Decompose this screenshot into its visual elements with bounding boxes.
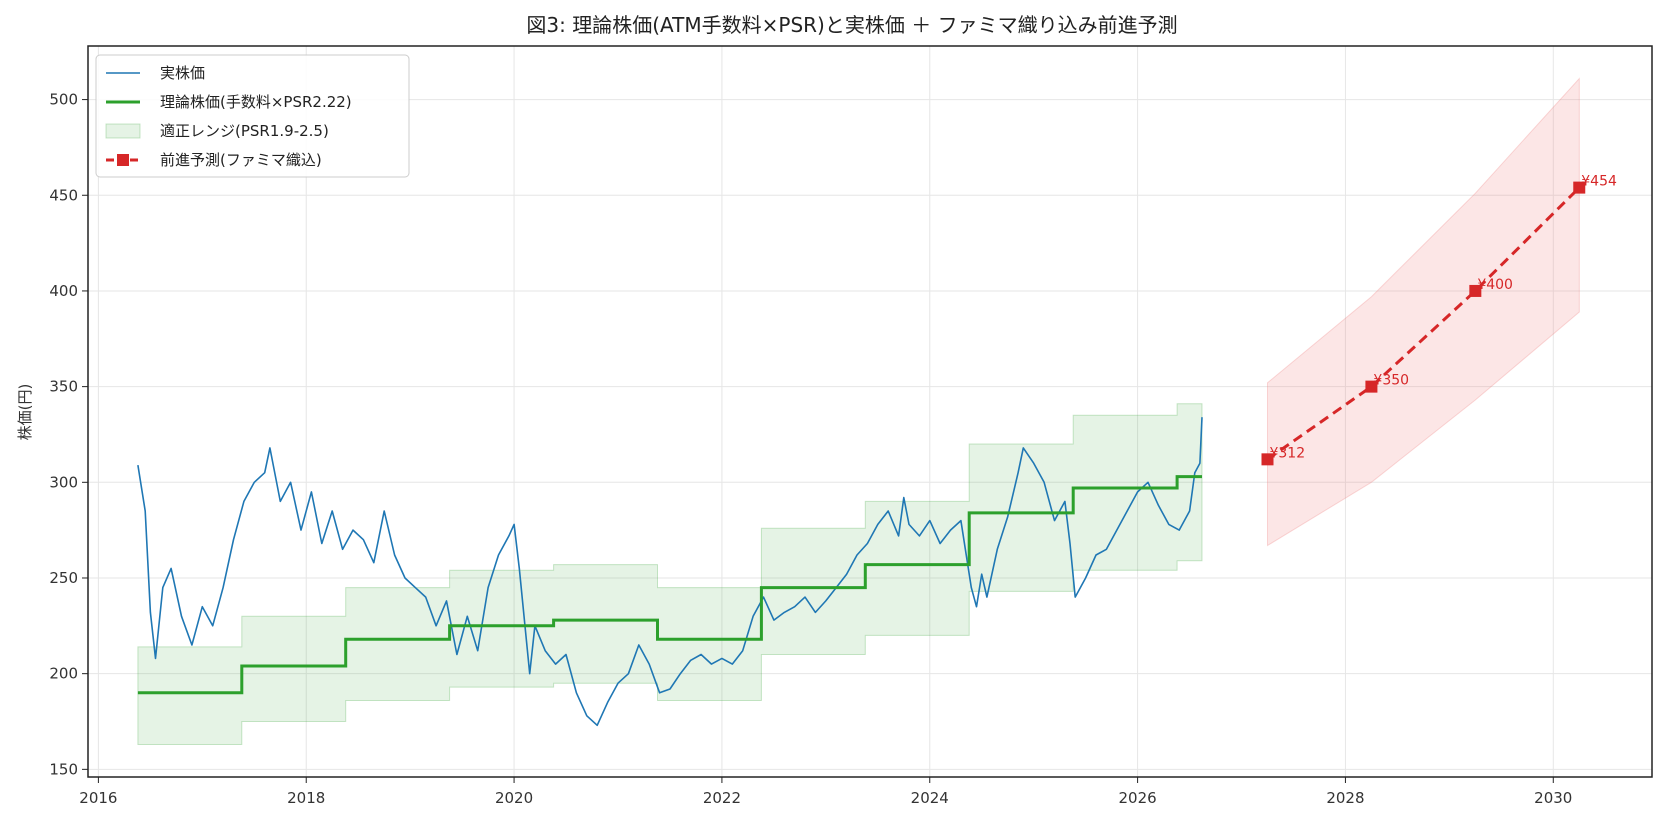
x-tick-label: 2016 <box>79 789 117 807</box>
legend-entry-label: 前進予測(ファミマ織込) <box>160 151 322 169</box>
forecast-point <box>1365 380 1378 393</box>
y-tick-label: 400 <box>49 282 78 300</box>
forecast-point-label: ¥312 <box>1269 445 1305 461</box>
y-tick-label: 200 <box>49 665 78 683</box>
theory-price-line <box>137 475 1202 695</box>
forecast-band <box>1267 77 1580 547</box>
y-tick-label: 450 <box>49 186 78 204</box>
fair-range-band <box>137 403 1203 745</box>
chart-title: 図3: 理論株価(ATM手数料×PSR)と実株価 ＋ ファミマ織り込み前進予測 <box>526 13 1177 37</box>
x-tick-label: 2030 <box>1534 789 1572 807</box>
plot-area: ¥312 ¥350 ¥400 ¥454 <box>137 77 1617 745</box>
legend-forecast-marker <box>117 154 129 166</box>
y-tick-label: 300 <box>49 473 78 491</box>
x-tick-label: 2018 <box>287 789 325 807</box>
legend-entry-label: 適正レンジ(PSR1.9-2.5) <box>160 122 329 140</box>
legend-entry-label: 理論株価(手数料×PSR2.22) <box>160 93 352 111</box>
legend-entry-label: 実株価 <box>160 64 205 82</box>
legend-range-swatch <box>105 123 141 139</box>
x-tick-label: 2026 <box>1119 789 1157 807</box>
actual-price-line <box>137 417 1203 727</box>
forecast-point-label: ¥454 <box>1581 174 1617 190</box>
y-tick-label: 150 <box>49 760 78 778</box>
forecast-line <box>1266 186 1581 461</box>
forecast-point-label: ¥350 <box>1373 373 1409 389</box>
forecast-point-label: ¥400 <box>1477 277 1513 293</box>
forecast-point <box>1573 181 1586 194</box>
y-tick-label: 500 <box>49 91 78 109</box>
forecast-point <box>1469 284 1482 297</box>
x-tick-label: 2022 <box>703 789 741 807</box>
plot-frame <box>87 45 1653 778</box>
x-tick-label: 2020 <box>495 789 533 807</box>
axis-ticks: 2016 2018 2020 2022 2024 2026 2028 2030 150 200 25… <box>49 91 1572 807</box>
x-tick-label: 2028 <box>1326 789 1364 807</box>
legend-box <box>95 54 410 178</box>
forecast-point <box>1261 453 1274 466</box>
y-tick-label: 350 <box>49 378 78 396</box>
grid <box>88 46 1652 777</box>
x-tick-label: 2024 <box>911 789 949 807</box>
y-axis-label: 株価(円) <box>16 384 34 441</box>
y-tick-label: 250 <box>49 569 78 587</box>
